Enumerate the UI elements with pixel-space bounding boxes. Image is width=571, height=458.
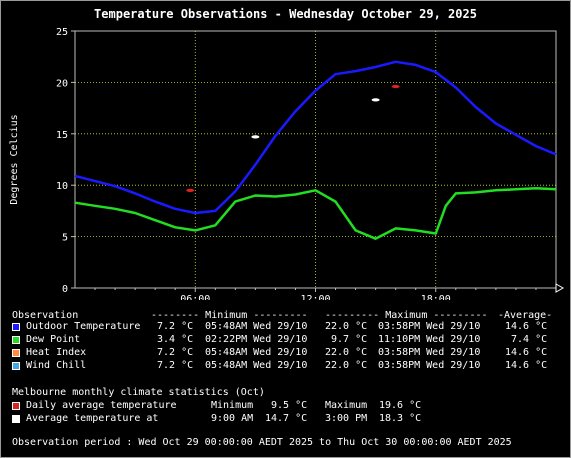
legend-row-label: Dew Point: [26, 334, 81, 345]
marker-daily-average-temperature-maximum: [391, 84, 400, 89]
y-tick-label: 10: [56, 181, 68, 192]
legend-row-average: 14.6 °C: [505, 321, 548, 332]
climate-min-value: 9.5 °C: [271, 400, 308, 411]
legend-row-average: 14.6 °C: [505, 347, 548, 358]
chart-title: Temperature Observations - Wednesday Oct…: [94, 7, 477, 21]
y-tick-label: 25: [56, 27, 68, 38]
climate-max-value: 19.6 °C: [379, 400, 422, 411]
legend-header-average: -Average-: [498, 310, 553, 321]
outdoor-temperature-line: [74, 60, 557, 215]
y-axis-label: Degrees Celcius: [9, 114, 20, 204]
x-tick-label: 18:00: [421, 294, 451, 300]
legend-header-maximum: --------- Maximum ---------: [325, 310, 488, 321]
legend-row-label: Wind Chill: [26, 360, 87, 371]
y-tick-label: 20: [56, 78, 68, 89]
daily-average-swatch-icon: [12, 402, 20, 410]
legend-row-max-value: 9.7 °C: [331, 334, 368, 345]
marker-average-temperature-at-minimum: [251, 135, 260, 139]
plot-area: [74, 30, 557, 289]
outdoor-temperature-swatch-icon: [12, 323, 20, 331]
legend-header-observation: Observation: [12, 310, 79, 321]
climate-heading: Melbourne monthly climate statistics (Oc…: [12, 387, 265, 398]
average-at-swatch-icon: [12, 415, 20, 423]
observation-period: Observation period : Wed Oct 29 00:00:00…: [12, 437, 512, 448]
legend-row-min-time: 05:48AM Wed 29/10: [205, 321, 308, 332]
legend-row-min-time: 05:48AM Wed 29/10: [205, 360, 308, 371]
legend-row-min-time: 05:48AM Wed 29/10: [205, 347, 308, 358]
legend-row-average: 7.4 °C: [511, 334, 548, 345]
y-tick-label: 5: [62, 233, 68, 244]
climate-max-value: 18.3 °C: [379, 413, 422, 424]
climate-daily-label: Daily average temperature: [26, 400, 177, 411]
marker-daily-average-temperature-minimum: [186, 188, 195, 192]
temperature-chart: 0 5 10 15 20 25 06:00 12:00 18:00 Degrees Celcius: [9, 27, 565, 300]
wind-chill-swatch-icon: [12, 362, 20, 370]
legend-row-min-value: 7.2 °C: [157, 360, 194, 371]
dew-point-line: [74, 187, 557, 240]
x-tick-label: 12:00: [300, 294, 330, 300]
legend-row-min-time: 02:22PM Wed 29/10: [205, 334, 308, 345]
legend-row-max-value: 22.0 °C: [325, 360, 368, 371]
climate-avg-at-label: Average temperature at: [26, 413, 159, 424]
marker-average-temperature-at-maximum: [371, 98, 380, 102]
legend-row-max-value: 22.0 °C: [325, 347, 368, 358]
climate-max-label: Maximum: [325, 400, 368, 411]
climate-min-time: 9:00 AM: [211, 413, 254, 424]
y-tick-label: 15: [56, 130, 68, 141]
legend-row-max-time: 11:10PM Wed 29/10: [378, 334, 481, 345]
climate-min-value: 14.7 °C: [265, 413, 308, 424]
legend-row-min-value: 3.4 °C: [157, 334, 194, 345]
climate-min-label: Minimum: [211, 400, 254, 411]
legend-row-max-time: 03:58PM Wed 29/10: [378, 347, 481, 358]
y-tick-label: 0: [62, 284, 68, 295]
legend-row-label: Outdoor Temperature: [26, 321, 141, 332]
legend-row-max-time: 03:58PM Wed 29/10: [378, 321, 481, 332]
legend-row-max-time: 03:58PM Wed 29/10: [378, 360, 481, 371]
legend-header-minimum: -------- Minimum ---------: [151, 310, 308, 321]
x-tick-label: 06:00: [180, 294, 210, 300]
legend-row-max-value: 22.0 °C: [325, 321, 368, 332]
legend-row-label: Heat Index: [26, 347, 87, 358]
legend-row-average: 14.6 °C: [505, 360, 548, 371]
climate-max-time: 3:00 PM: [325, 413, 368, 424]
heat-index-swatch-icon: [12, 349, 20, 357]
dew-point-swatch-icon: [12, 336, 20, 344]
legend-row-min-value: 7.2 °C: [157, 347, 194, 358]
legend-row-min-value: 7.2 °C: [157, 321, 194, 332]
x-axis-arrow-icon: [555, 283, 565, 293]
